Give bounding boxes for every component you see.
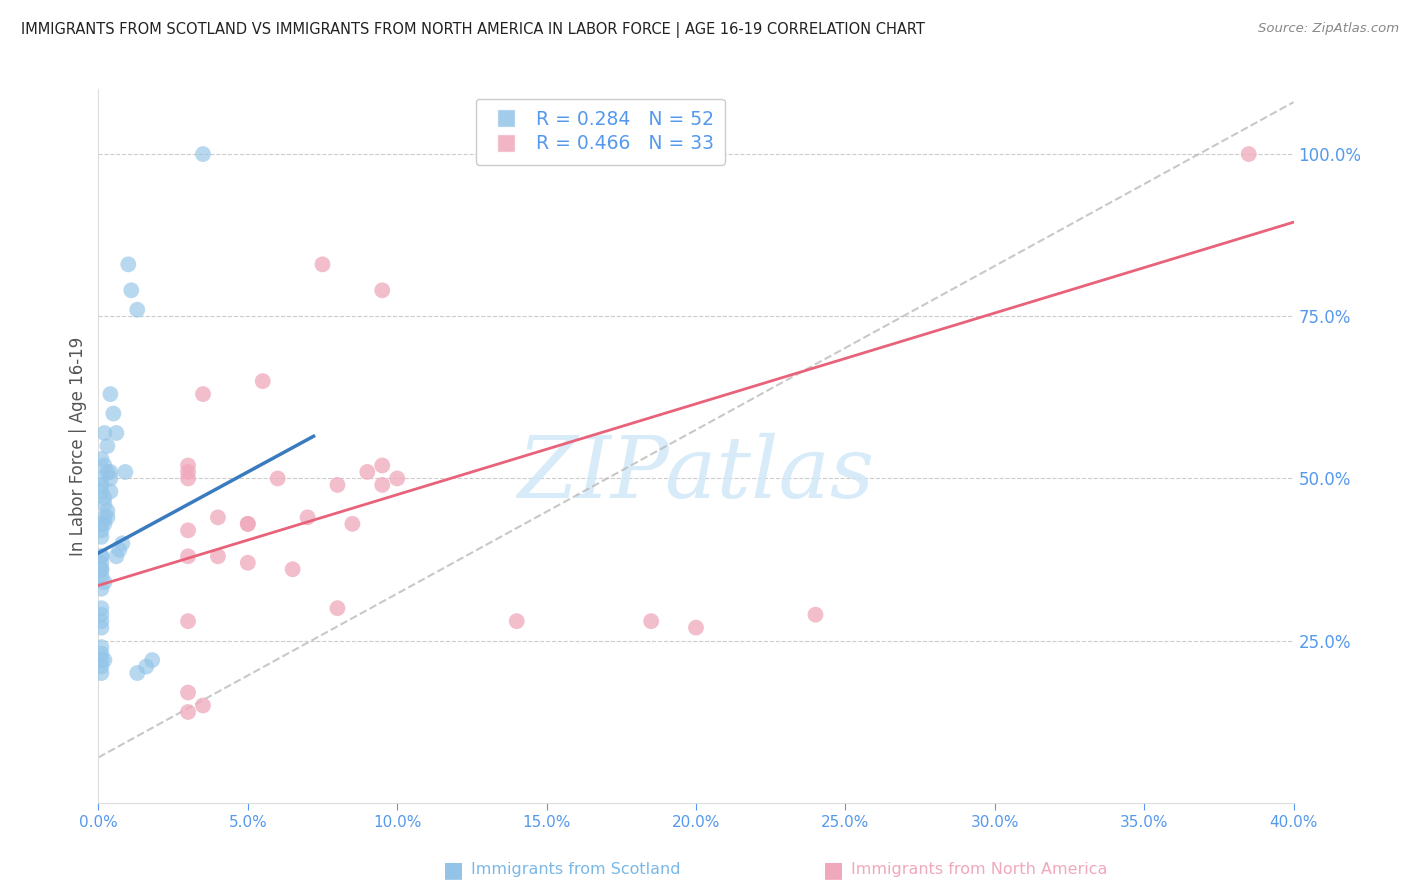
Point	[685, 621, 707, 635]
Point	[177, 465, 200, 479]
Point	[90, 471, 112, 485]
Point	[90, 556, 112, 570]
Point	[311, 257, 333, 271]
Point	[93, 425, 115, 440]
Point	[100, 484, 122, 499]
Point	[90, 562, 112, 576]
Point	[127, 666, 149, 681]
Point	[207, 549, 229, 564]
Point	[207, 510, 229, 524]
Point	[90, 647, 112, 661]
Point	[1237, 147, 1260, 161]
Point	[93, 458, 115, 473]
Point	[117, 257, 139, 271]
Text: Source: ZipAtlas.com: Source: ZipAtlas.com	[1258, 22, 1399, 36]
Point	[96, 465, 118, 479]
Point	[177, 524, 200, 538]
Point	[177, 614, 200, 628]
Point	[93, 575, 115, 590]
Point	[90, 659, 112, 673]
Point	[90, 653, 112, 667]
Point	[96, 439, 118, 453]
Point	[93, 510, 115, 524]
Point	[90, 562, 112, 576]
Point	[105, 425, 128, 440]
Point	[90, 614, 112, 628]
Point	[640, 614, 662, 628]
Point	[111, 536, 134, 550]
Point	[191, 387, 214, 401]
Point	[90, 478, 112, 492]
Point	[90, 484, 112, 499]
Point	[385, 471, 409, 485]
Point	[177, 685, 200, 699]
Point	[120, 283, 142, 297]
Point	[90, 452, 112, 467]
Point	[90, 516, 112, 531]
Point	[177, 471, 200, 485]
Point	[93, 653, 115, 667]
Point	[90, 524, 112, 538]
Text: ■: ■	[443, 860, 464, 880]
Point	[191, 147, 214, 161]
Text: IMMIGRANTS FROM SCOTLAND VS IMMIGRANTS FROM NORTH AMERICA IN LABOR FORCE | AGE 1: IMMIGRANTS FROM SCOTLAND VS IMMIGRANTS F…	[21, 22, 925, 38]
Point	[108, 542, 131, 557]
Point	[281, 562, 304, 576]
Point	[236, 556, 259, 570]
Point	[371, 478, 394, 492]
Point	[135, 659, 157, 673]
Text: ■: ■	[823, 860, 844, 880]
Point	[100, 387, 122, 401]
Text: Immigrants from Scotland: Immigrants from Scotland	[471, 863, 681, 877]
Point	[141, 653, 163, 667]
Point	[90, 640, 112, 654]
Point	[371, 283, 394, 297]
Point	[371, 458, 394, 473]
Point	[267, 471, 290, 485]
Text: Immigrants from North America: Immigrants from North America	[851, 863, 1107, 877]
Point	[90, 530, 112, 544]
Point	[105, 549, 128, 564]
Point	[90, 666, 112, 681]
Point	[804, 607, 827, 622]
Point	[177, 549, 200, 564]
Point	[93, 491, 115, 505]
Point	[191, 698, 214, 713]
Point	[236, 516, 259, 531]
Point	[90, 621, 112, 635]
Point	[297, 510, 319, 524]
Point	[356, 465, 378, 479]
Point	[326, 601, 349, 615]
Point	[252, 374, 274, 388]
Point	[326, 478, 349, 492]
Point	[93, 516, 115, 531]
Point	[90, 607, 112, 622]
Point	[96, 510, 118, 524]
Point	[90, 549, 112, 564]
Point	[342, 516, 364, 531]
Point	[90, 601, 112, 615]
Point	[90, 582, 112, 596]
Point	[114, 465, 136, 479]
Point	[90, 568, 112, 582]
Point	[93, 497, 115, 511]
Y-axis label: In Labor Force | Age 16-19: In Labor Force | Age 16-19	[69, 336, 87, 556]
Point	[506, 614, 529, 628]
Point	[90, 549, 112, 564]
Text: ZIPatlas: ZIPatlas	[517, 434, 875, 516]
Point	[127, 302, 149, 317]
Point	[236, 516, 259, 531]
Point	[100, 471, 122, 485]
Legend:  R = 0.284   N = 52,  R = 0.466   N = 33: R = 0.284 N = 52, R = 0.466 N = 33	[475, 99, 725, 165]
Point	[177, 705, 200, 719]
Point	[100, 465, 122, 479]
Point	[96, 504, 118, 518]
Point	[103, 407, 125, 421]
Point	[177, 458, 200, 473]
